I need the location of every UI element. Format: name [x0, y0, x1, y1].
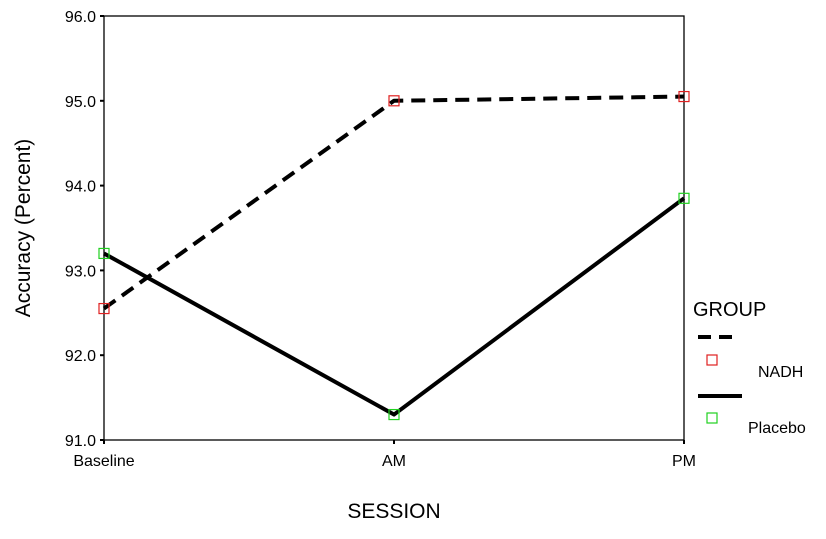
- legend-title: GROUP: [693, 299, 766, 321]
- data-point-nadh: [98, 302, 110, 315]
- y-tick-label: 93.0: [65, 263, 96, 280]
- data-point-placebo: [388, 408, 400, 421]
- x-axis-title: SESSION: [347, 500, 440, 523]
- legend-label-placebo: Placebo: [748, 420, 806, 437]
- y-tick-label: 91.0: [65, 433, 96, 450]
- series-line-nadh: [102, 94, 685, 311]
- y-tick-label: 94.0: [65, 179, 96, 196]
- legend: GROUP NADH Placebo: [693, 299, 806, 437]
- data-point-placebo: [678, 192, 690, 204]
- y-tick-label: 96.0: [65, 9, 96, 26]
- axis-ticks: 91.0 92.0 93.0 94.0 95.0 96.0 Baseline AM PM: [65, 9, 696, 470]
- y-tick-label: 92.0: [65, 348, 96, 365]
- legend-marker-nadh: [706, 354, 718, 366]
- series-markers: [98, 90, 690, 421]
- series-lines: [102, 94, 686, 417]
- series-line-placebo: [103, 196, 686, 417]
- data-point-nadh: [388, 95, 400, 107]
- legend-marker-placebo: [706, 412, 718, 424]
- y-axis-title: Accuracy (Percent): [12, 139, 35, 318]
- x-tick-label: PM: [672, 453, 696, 470]
- plot-frame: [103, 15, 685, 441]
- x-tick-label: Baseline: [73, 453, 134, 470]
- legend-label-nadh: NADH: [758, 364, 803, 381]
- data-point-nadh: [678, 90, 690, 103]
- x-tick-label: AM: [382, 453, 406, 470]
- y-tick-label: 95.0: [65, 94, 96, 111]
- data-point-placebo: [98, 247, 110, 260]
